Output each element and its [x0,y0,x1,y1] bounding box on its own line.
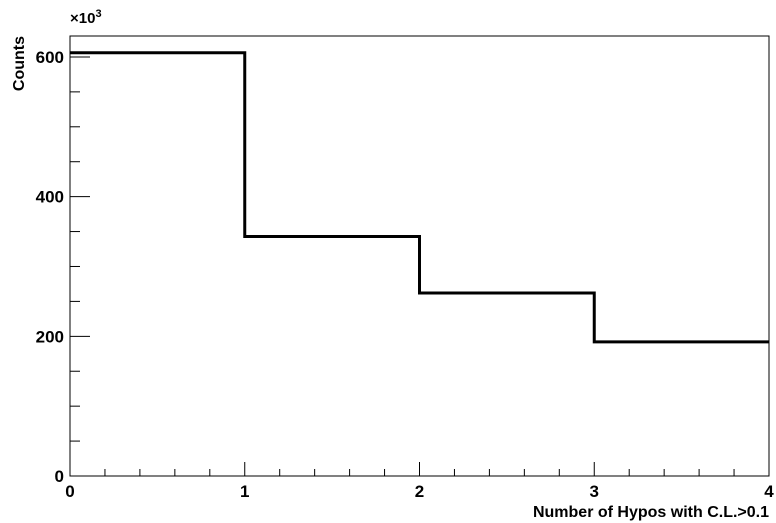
y-axis-ticks [70,56,90,477]
y-axis-title: Counts [11,36,28,91]
y-multiplier-exponent: 3 [95,8,101,20]
x-axis-title: Number of Hypos with C.L.>0.1 [533,504,769,521]
x-tick-label: 1 [240,482,249,501]
x-tick-label: 2 [415,482,424,501]
y-tick-label: 600 [36,48,64,67]
y-tick-label: 0 [55,467,64,486]
y-tick-label: 200 [36,327,64,346]
y-multiplier-label: ×103 [70,8,102,27]
histogram-series-line [70,51,769,344]
x-tick-label: 0 [65,482,74,501]
y-tick-label: 400 [36,188,64,207]
x-axis-ticks [69,462,770,476]
y-multiplier-base: ×10 [70,10,95,27]
y-axis-tick-labels: 0 200 400 600 [36,48,64,486]
x-axis-tick-labels: 0 1 2 3 4 [65,482,774,501]
x-tick-label: 4 [764,482,774,501]
x-tick-label: 3 [590,482,599,501]
